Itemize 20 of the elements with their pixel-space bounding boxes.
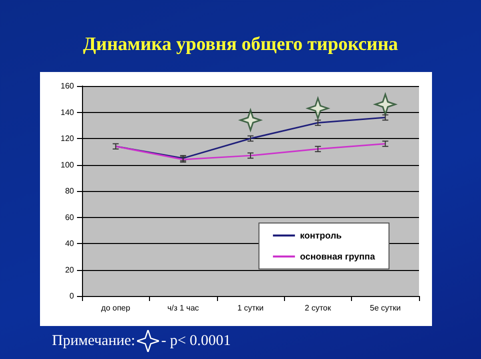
- x-tick-label: 1 сутки: [237, 304, 264, 312]
- y-tick-label: 160: [60, 82, 75, 90]
- line-series: [114, 143, 386, 160]
- y-tick-label: 40: [65, 239, 75, 248]
- y-tick-label: 60: [65, 212, 75, 222]
- x-tick-label: до опер: [101, 304, 131, 312]
- y-tick-label: 80: [65, 186, 75, 196]
- x-tick-label: 2 суток: [304, 304, 332, 312]
- y-tick-label: 0: [70, 292, 75, 300]
- legend-label: основная группа: [300, 252, 376, 262]
- x-tick-label: ч/з 1 час: [167, 304, 199, 312]
- text: - p< 0.0001: [161, 332, 231, 350]
- y-tick-label: 140: [60, 108, 75, 117]
- x-tick-label: 5е сутки: [370, 304, 401, 312]
- y-tick-label: 20: [65, 265, 75, 274]
- y-tick-label: 120: [60, 134, 75, 143]
- text: Примечание:: [52, 332, 136, 350]
- chart-title: Динамика уровня общего тироксина: [82, 34, 400, 56]
- y-tick-label: 100: [60, 160, 75, 170]
- legend-label: контроль: [300, 230, 342, 240]
